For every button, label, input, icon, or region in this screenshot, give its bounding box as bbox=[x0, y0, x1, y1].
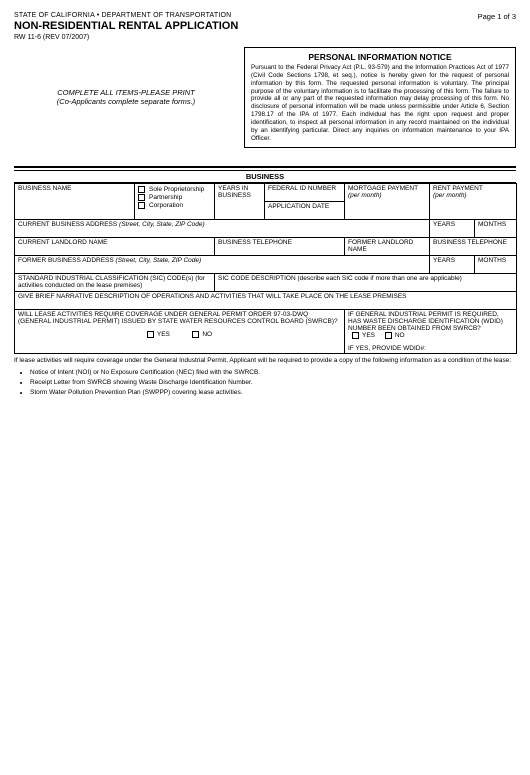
business-tel-label-2: BUSINESS TELEPHONE bbox=[433, 239, 513, 246]
footer-bullets: Notice of Intent (NOI) or No Exposure Ce… bbox=[30, 369, 516, 396]
business-name-label: BUSINESS NAME bbox=[18, 185, 131, 192]
narrative-cell[interactable]: GIVE BRIEF NARRATIVE DESCRIPTION OF OPER… bbox=[15, 291, 517, 309]
business-tel-cell-2[interactable]: BUSINESS TELEPHONE bbox=[430, 237, 517, 255]
mortgage-cell[interactable]: MORTGAGE PAYMENT (per month) bbox=[345, 183, 430, 219]
mortgage-label: MORTGAGE PAYMENT bbox=[348, 185, 426, 192]
business-name-cell[interactable]: BUSINESS NAME bbox=[15, 183, 135, 219]
permit-right-cell: IF GENERAL INDUSTRIAL PERMIT IS REQUIRED… bbox=[345, 309, 517, 353]
years-cell-2[interactable]: YEARS bbox=[430, 255, 475, 273]
notice-body: Pursuant to the Federal Privacy Act (P.L… bbox=[251, 64, 509, 143]
current-address-cell[interactable]: CURRENT BUSINESS ADDRESS (Street, City, … bbox=[15, 219, 430, 237]
rent-cell[interactable]: RENT PAYMENT (per month) bbox=[430, 183, 517, 219]
years-in-business-label: YEARS IN BUSINESS bbox=[218, 185, 261, 199]
former-address-cell[interactable]: FORMER BUSINESS ADDRESS (Street, City, S… bbox=[15, 255, 430, 273]
dept-line: STATE OF CALIFORNIA • DEPARTMENT OF TRAN… bbox=[14, 12, 238, 19]
sic-desc-label: SIC CODE DESCRIPTION (describe each SIC … bbox=[218, 275, 513, 282]
complete-line2: (Co-Applicants complete separate forms.) bbox=[57, 97, 195, 106]
business-tel-cell-1[interactable]: BUSINESS TELEPHONE bbox=[215, 237, 345, 255]
current-landlord-cell[interactable]: CURRENT LANDLORD NAME bbox=[15, 237, 215, 255]
permit-left-no-checkbox[interactable]: NO bbox=[192, 331, 212, 338]
permit-right-yes-checkbox[interactable]: YES bbox=[352, 332, 375, 339]
notice-title: PERSONAL INFORMATION NOTICE bbox=[251, 52, 509, 62]
section-business: BUSINESS bbox=[14, 170, 516, 182]
permit-left-label: WILL LEASE ACTIVITIES REQUIRE COVERAGE U… bbox=[18, 311, 341, 325]
former-landlord-cell[interactable]: FORMER LANDLORD NAME bbox=[345, 237, 430, 255]
sole-proprietorship-checkbox[interactable]: Sole Proprietorship bbox=[138, 186, 211, 193]
current-address-label: CURRENT BUSINESS ADDRESS bbox=[18, 221, 117, 228]
section-divider: BUSINESS bbox=[14, 166, 516, 183]
entity-type-cell: Sole Proprietorship Partnership Corporat… bbox=[135, 183, 215, 219]
permit-left-cell: WILL LEASE ACTIVITIES REQUIRE COVERAGE U… bbox=[15, 309, 345, 353]
sic-codes-cell[interactable]: STANDARD INDUSTRIAL CLASSIFICATION (SIC)… bbox=[15, 273, 215, 291]
page-number: Page 1 of 3 bbox=[478, 12, 516, 21]
permit-left-yes-checkbox[interactable]: YES bbox=[147, 331, 170, 338]
former-address-label: FORMER BUSINESS ADDRESS bbox=[18, 257, 114, 264]
partnership-checkbox[interactable]: Partnership bbox=[138, 194, 211, 201]
federal-id-cell[interactable]: FEDERAL ID NUMBER bbox=[265, 183, 345, 201]
years-in-business-cell[interactable]: YEARS IN BUSINESS bbox=[215, 183, 265, 219]
mortgage-permonth: (per month) bbox=[348, 192, 426, 199]
sic-desc-cell[interactable]: SIC CODE DESCRIPTION (describe each SIC … bbox=[215, 273, 517, 291]
wdid-label: IF YES, PROVIDE WDID#: bbox=[348, 345, 513, 352]
narrative-label: GIVE BRIEF NARRATIVE DESCRIPTION OF OPER… bbox=[18, 293, 513, 300]
former-address-sub: (Street, City, State, ZIP Code) bbox=[116, 257, 202, 264]
business-tel-label-1: BUSINESS TELEPHONE bbox=[218, 239, 341, 246]
years-label-2: YEARS bbox=[433, 257, 471, 264]
application-date-label: APPLICATION DATE bbox=[268, 203, 341, 210]
months-label-1: MONTHS bbox=[478, 221, 513, 228]
footer-intro: If lease activities will require coverag… bbox=[14, 357, 516, 366]
current-landlord-label: CURRENT LANDLORD NAME bbox=[18, 239, 211, 246]
bullet-1: Notice of Intent (NOI) or No Exposure Ce… bbox=[30, 369, 516, 376]
corporation-checkbox[interactable]: Corporation bbox=[138, 202, 211, 209]
form-rev: RW 11-6 (REV 07/2007) bbox=[14, 34, 238, 41]
sic-codes-label: STANDARD INDUSTRIAL CLASSIFICATION (SIC)… bbox=[18, 275, 211, 289]
permit-right-no-checkbox[interactable]: NO bbox=[385, 332, 405, 339]
personal-info-notice: PERSONAL INFORMATION NOTICE Pursuant to … bbox=[244, 47, 516, 148]
form-title: NON-RESIDENTIAL RENTAL APPLICATION bbox=[14, 20, 238, 32]
bullet-3: Storm Water Pollution Prevention Plan (S… bbox=[30, 389, 516, 396]
years-label-1: YEARS bbox=[433, 221, 471, 228]
months-label-2: MONTHS bbox=[478, 257, 513, 264]
rent-permonth: (per month) bbox=[433, 192, 513, 199]
bullet-2: Receipt Letter from SWRCB showing Waste … bbox=[30, 379, 516, 386]
complete-note: COMPLETE ALL ITEMS-PLEASE PRINT (Co-Appl… bbox=[14, 47, 238, 148]
permit-right-label: IF GENERAL INDUSTRIAL PERMIT IS REQUIRED… bbox=[348, 311, 503, 332]
business-form: BUSINESS NAME Sole Proprietorship Partne… bbox=[14, 183, 517, 354]
years-cell-1[interactable]: YEARS bbox=[430, 219, 475, 237]
federal-id-label: FEDERAL ID NUMBER bbox=[268, 185, 341, 192]
months-cell-1[interactable]: MONTHS bbox=[475, 219, 517, 237]
application-date-cell[interactable]: APPLICATION DATE bbox=[265, 201, 345, 219]
former-landlord-label: FORMER LANDLORD NAME bbox=[348, 239, 426, 253]
rent-label: RENT PAYMENT bbox=[433, 185, 513, 192]
current-address-sub: (Street, City, State, ZIP Code) bbox=[119, 221, 205, 228]
months-cell-2[interactable]: MONTHS bbox=[475, 255, 517, 273]
complete-line1: COMPLETE ALL ITEMS-PLEASE PRINT bbox=[57, 88, 195, 97]
